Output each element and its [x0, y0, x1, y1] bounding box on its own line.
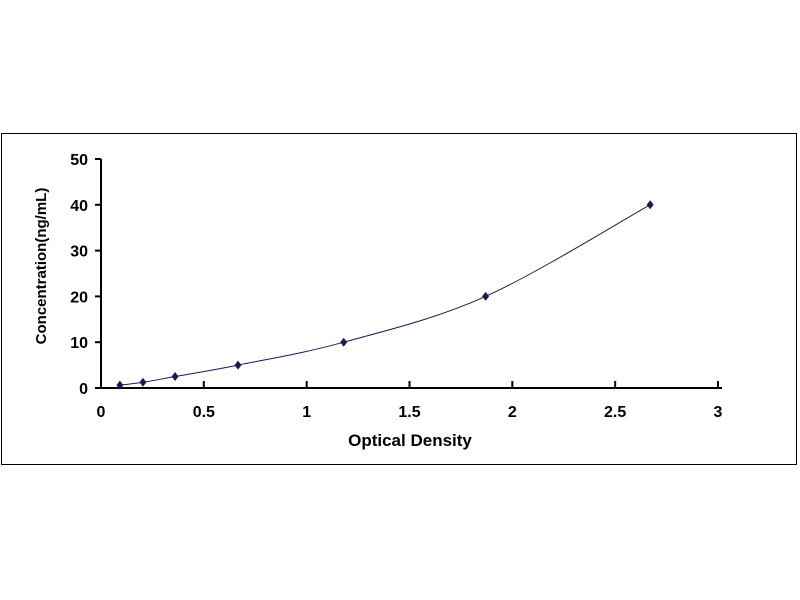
x-tick-label: 1: [302, 404, 311, 421]
data-point: [171, 372, 179, 382]
y-tick-label: 50: [70, 152, 88, 169]
x-axis-label: Optical Density: [348, 431, 472, 450]
y-axis-label: Concentration(ng/mL): [33, 188, 50, 345]
x-tick-label: 1.5: [398, 404, 420, 421]
data-point: [646, 200, 654, 210]
x-tick-label: 2.5: [604, 404, 626, 421]
data-point: [234, 360, 242, 370]
x-tick-label: 2: [508, 404, 517, 421]
data-points: [116, 200, 654, 390]
fit-curve: [119, 204, 651, 386]
y-tick-label: 0: [79, 381, 88, 398]
data-point: [139, 377, 147, 387]
data-point: [482, 291, 490, 301]
chart-frame: [1, 133, 797, 465]
x-tick-label: 3: [714, 404, 723, 421]
axes: [95, 158, 722, 389]
y-tick-label: 20: [70, 289, 88, 306]
x-tick-label: 0.5: [193, 404, 215, 421]
data-point: [340, 337, 348, 347]
x-tick-label: 0: [97, 404, 106, 421]
y-tick-label: 10: [70, 335, 88, 352]
y-tick-label: 40: [70, 198, 88, 215]
y-tick-label: 30: [70, 244, 88, 261]
data-point: [116, 380, 124, 390]
